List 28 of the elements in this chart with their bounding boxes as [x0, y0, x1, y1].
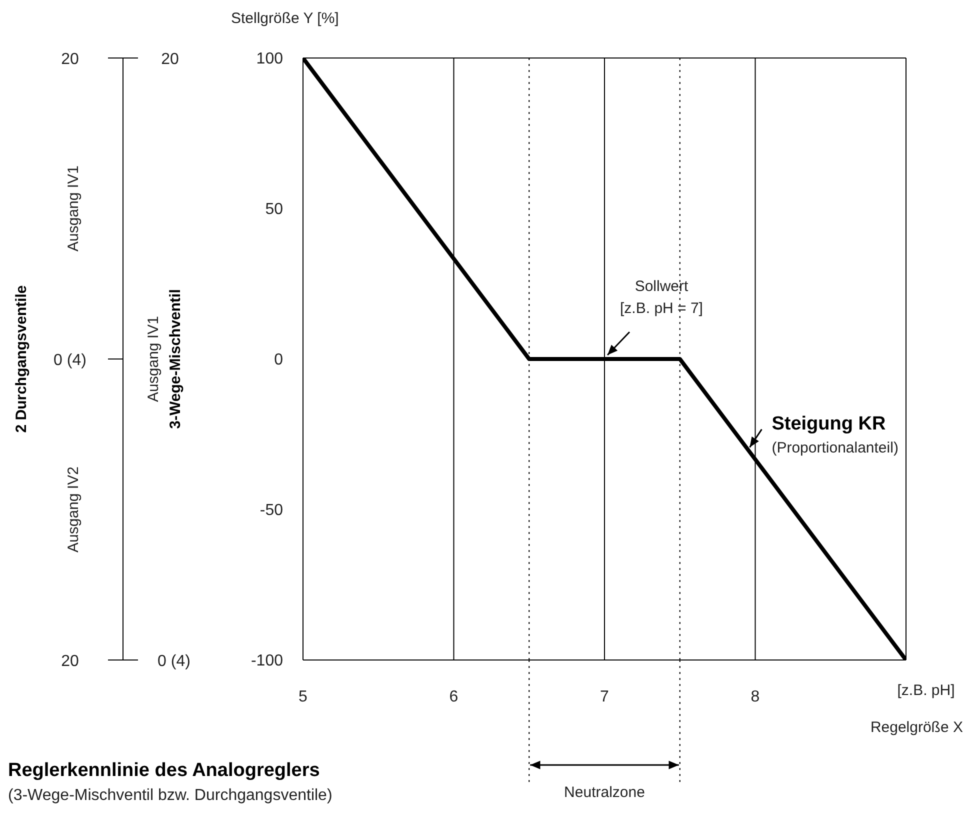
y-tick-label: 100 [256, 50, 284, 68]
text: 2 Durchgangsventile [13, 285, 30, 433]
text: 20 [61, 653, 79, 670]
text: Ausgang IV2 [65, 466, 82, 552]
x-axis-title: Regelgröße X [870, 719, 963, 736]
annotation: (Proportionalanteil) [772, 439, 898, 456]
x-tick-label: 7 [600, 688, 610, 706]
annotation: Steigung KR [772, 413, 886, 434]
y-tick-label: -100 [250, 652, 284, 670]
text: (3-Wege-Mischventil bzw. Durchgangsventile) [8, 787, 332, 804]
text: Ausgang IV1 [65, 166, 82, 252]
text: Reglerkennlinie des Analogreglers [8, 760, 320, 781]
x-tick-label: 8 [750, 688, 760, 706]
text: 20 [61, 51, 79, 68]
text: 0 (4) [54, 352, 86, 369]
text: Neutralzone [564, 784, 645, 801]
x-tick-label: 6 [449, 688, 458, 706]
text: 0 (4) [158, 653, 190, 670]
y-tick-label: -50 [260, 502, 284, 520]
text: Ausgang IV1 [145, 316, 162, 402]
y-axis-title: Stellgröße Y [%] [231, 10, 339, 27]
text: 20 [161, 51, 179, 68]
y-tick-label: 50 [265, 201, 284, 218]
text: [z.B. pH] [897, 682, 955, 699]
annotation: Sollwert [z.B. pH = 7] [620, 278, 703, 317]
text: 3-Wege-Mischventil [167, 289, 184, 429]
y-tick-label: 0 [274, 352, 284, 369]
x-tick-label: 5 [298, 688, 308, 706]
